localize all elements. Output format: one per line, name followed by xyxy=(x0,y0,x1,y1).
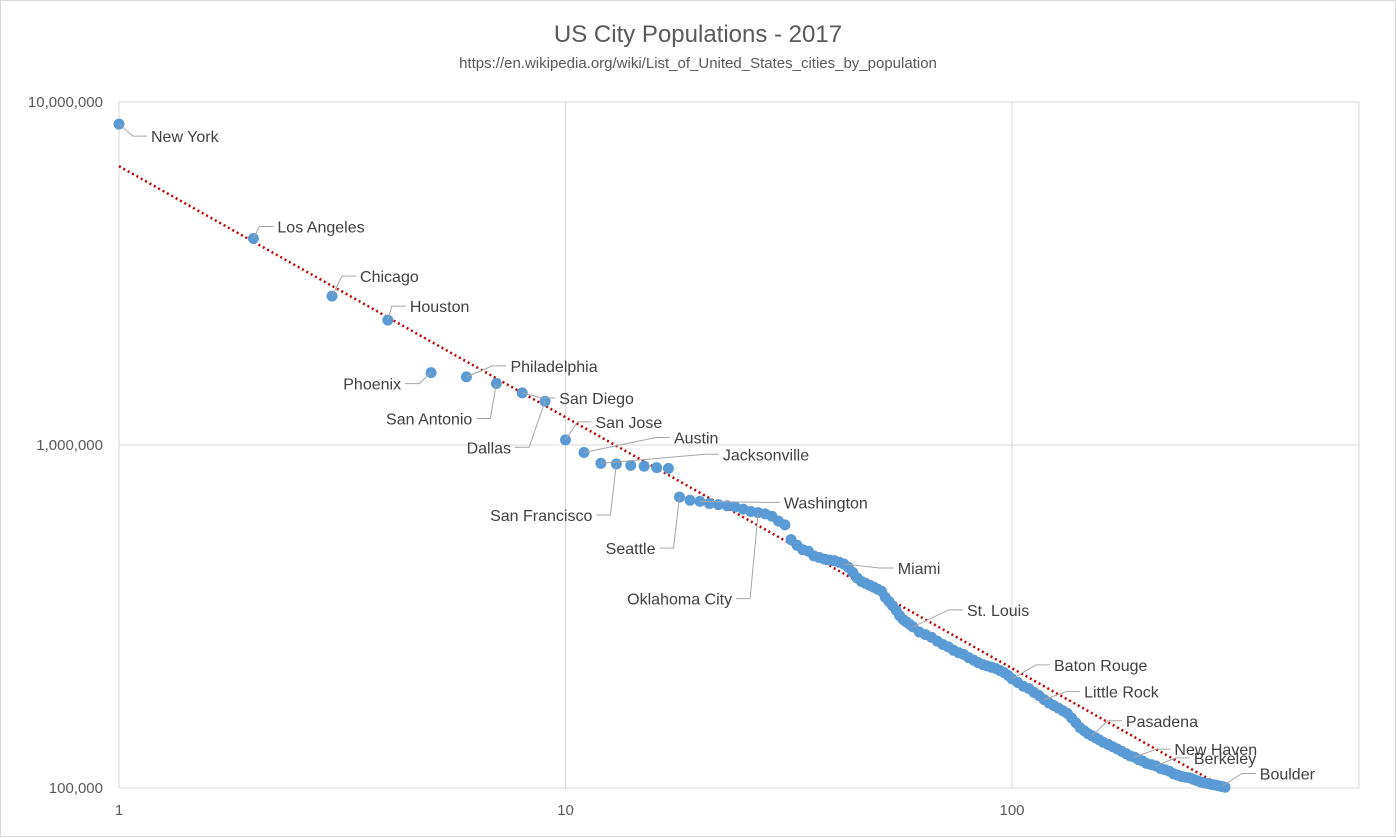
label-leader-line xyxy=(522,392,556,399)
point-label: San Jose xyxy=(596,415,663,432)
point-label: Chicago xyxy=(360,269,419,286)
point-label: Miami xyxy=(898,561,941,578)
x-tick-label: 10 xyxy=(557,802,574,819)
point-label: St. Louis xyxy=(967,603,1029,620)
label-leader-line xyxy=(1091,720,1122,737)
label-leader-line xyxy=(1134,748,1171,758)
label-leader-line xyxy=(1011,664,1050,680)
point-label: Philadelphia xyxy=(510,359,597,376)
label-leader-line xyxy=(466,365,507,378)
label-leader-line xyxy=(252,226,274,239)
label-leader-line xyxy=(843,563,894,569)
data-point xyxy=(662,462,674,474)
point-label: Austin xyxy=(674,431,718,448)
data-point xyxy=(651,462,663,474)
data-point xyxy=(684,494,696,506)
point-label: Phoenix xyxy=(343,377,401,394)
label-leader-line xyxy=(659,497,680,549)
label-leader-line xyxy=(699,500,780,503)
label-leader-line xyxy=(405,372,432,385)
point-label: New Haven xyxy=(1174,742,1257,759)
label-leader-line xyxy=(1221,773,1256,787)
point-label: Dallas xyxy=(467,440,511,457)
label-leader-line xyxy=(912,609,963,628)
point-label: Washington xyxy=(784,495,868,512)
data-point xyxy=(1219,781,1231,793)
y-tick-label: 100,000 xyxy=(49,780,103,797)
trendline xyxy=(118,165,1226,790)
label-leader-line xyxy=(1043,691,1081,701)
label-leader-line xyxy=(583,437,670,454)
y-tick-label: 10,000,000 xyxy=(28,94,103,111)
label-leader-line xyxy=(476,383,497,420)
data-point xyxy=(625,459,637,471)
point-label: San Diego xyxy=(559,391,634,408)
point-label: New York xyxy=(151,129,220,146)
data-point xyxy=(721,500,733,512)
label-leader-line xyxy=(387,305,406,321)
y-tick-label: 1,000,000 xyxy=(36,437,103,454)
point-label: Baton Rouge xyxy=(1054,658,1148,675)
point-label: Houston xyxy=(410,299,470,316)
point-label: Los Angeles xyxy=(277,220,364,237)
data-point xyxy=(638,460,650,472)
point-label: Jacksonville xyxy=(723,447,809,464)
label-leader-line xyxy=(118,123,147,137)
point-label: Oklahoma City xyxy=(627,592,732,609)
point-label: San Antonio xyxy=(386,412,472,429)
label-leader-line xyxy=(736,512,759,600)
label-leader-line xyxy=(1155,757,1190,767)
x-tick-label: 100 xyxy=(999,802,1024,819)
data-point xyxy=(779,519,791,531)
label-leader-line xyxy=(515,401,546,448)
chart-subtitle: https://en.wikipedia.org/wiki/List_of_Un… xyxy=(459,55,937,72)
label-leader-line xyxy=(565,421,592,441)
chart-title: US City Populations - 2017 xyxy=(553,21,843,48)
label-leader-line xyxy=(596,463,617,516)
point-label: Seattle xyxy=(606,541,656,558)
point-label: Pasadena xyxy=(1126,714,1198,731)
label-leader-line xyxy=(331,275,357,297)
point-label: Boulder xyxy=(1260,767,1316,784)
point-label: Little Rock xyxy=(1084,685,1160,702)
x-tick-label: 1 xyxy=(115,802,123,819)
label-leader-line xyxy=(600,453,719,464)
point-label: Berkeley xyxy=(1194,751,1256,768)
point-label: San Francisco xyxy=(490,508,592,525)
data-point xyxy=(703,498,715,510)
